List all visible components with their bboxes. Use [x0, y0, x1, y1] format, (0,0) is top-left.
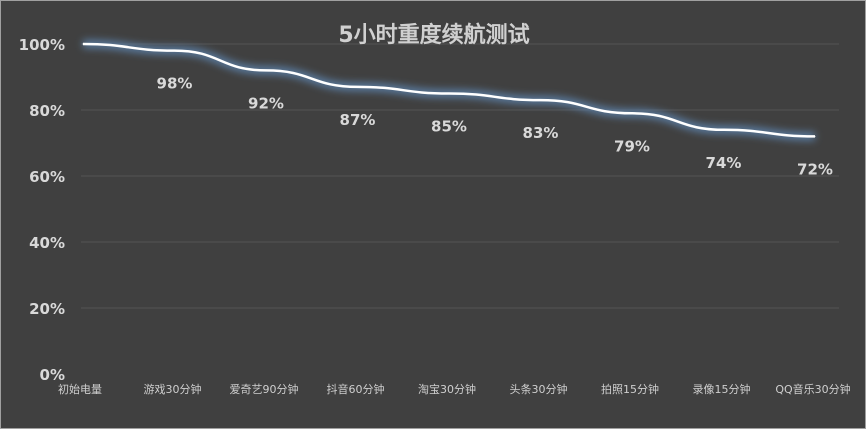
x-tick-label: 抖音60分钟: [327, 382, 385, 396]
data-label: 85%: [431, 118, 467, 136]
data-label: 74%: [706, 154, 742, 172]
data-point: [174, 50, 175, 52]
y-tick-label: 0%: [40, 366, 65, 384]
y-tick-label: 100%: [19, 36, 65, 54]
x-tick-label: 拍照15分钟: [601, 382, 659, 396]
x-tick-label: 游戏30分钟: [144, 382, 202, 396]
x-tick-label: 头条30分钟: [510, 382, 568, 396]
data-label: 79%: [614, 137, 650, 155]
x-tick-label: 录像15分钟: [693, 382, 751, 396]
x-tick-label: 爱奇艺90分钟: [230, 382, 299, 396]
data-point: [723, 129, 724, 131]
data-point: [448, 93, 450, 94]
data-point: [631, 112, 633, 114]
chart-title: 5小时重度续航测试: [338, 22, 529, 48]
data-label: 98%: [157, 75, 193, 93]
data-label: 87%: [340, 111, 376, 129]
data-point: [540, 99, 541, 101]
data-label: 92%: [248, 94, 284, 112]
y-tick-label: 40%: [29, 234, 65, 252]
y-tick-label: 20%: [29, 300, 65, 318]
x-tick-label: 淘宝30分钟: [418, 382, 476, 396]
data-point: [265, 69, 267, 71]
data-point: [82, 43, 84, 45]
data-point: [357, 86, 358, 88]
data-label: 72%: [797, 160, 833, 178]
data-label: 83%: [523, 124, 559, 142]
y-tick-label: 80%: [29, 102, 65, 120]
x-tick-label: QQ音乐30分钟: [775, 382, 850, 396]
x-tick-label: 初始电量: [58, 382, 102, 396]
y-tick-label: 60%: [29, 168, 65, 186]
data-point: [814, 135, 816, 137]
